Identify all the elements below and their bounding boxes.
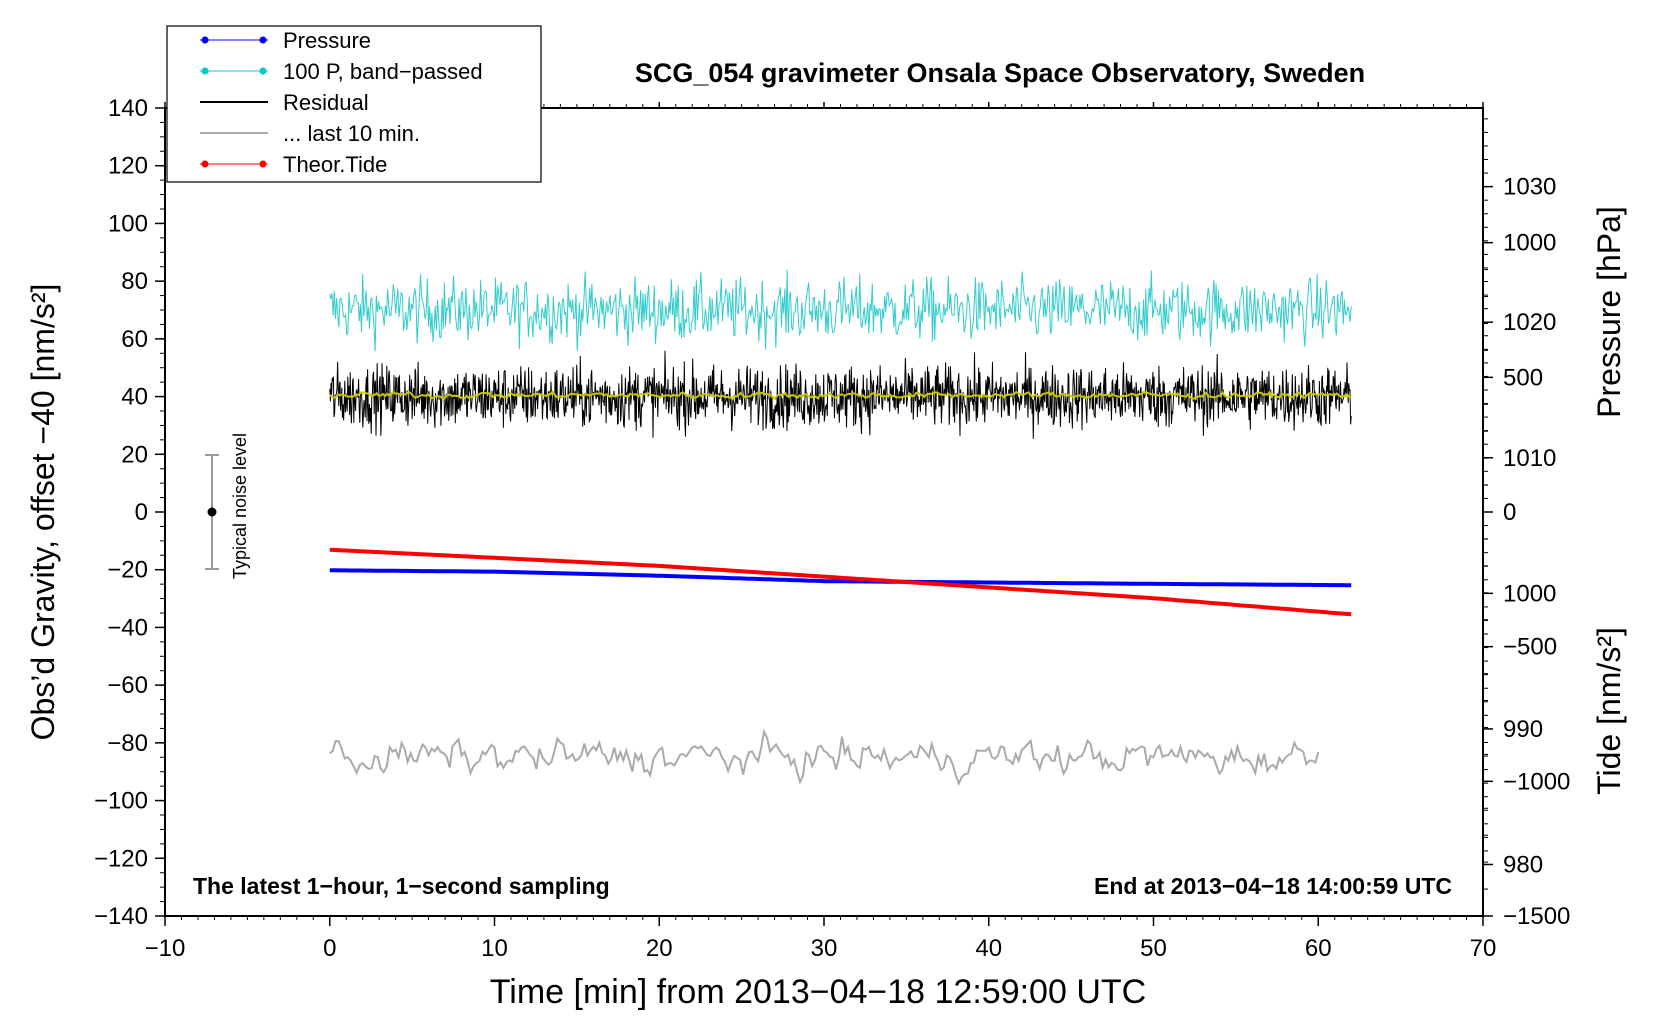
pressure-tick-label: 1030: [1503, 174, 1556, 201]
y-tick-label: 40: [121, 384, 148, 411]
series-pressure: [329, 568, 1352, 588]
tide-tick-label: −1000: [1503, 768, 1570, 795]
x-tick-label: 10: [481, 935, 508, 962]
y-tick-label: −140: [94, 903, 148, 930]
noise-level-indicator: Typical noise level: [205, 433, 250, 579]
legend-label: ... last 10 min.: [283, 121, 420, 146]
x-tick-label: 50: [1140, 935, 1167, 962]
y-tick-label: −120: [94, 845, 148, 872]
legend-marker: [201, 67, 209, 75]
legend-label: 100 P, band−passed: [283, 59, 483, 84]
series-residual-smoothed: [329, 390, 1352, 401]
pressure-tick-label: 990: [1503, 716, 1543, 743]
x-tick-label: 30: [811, 935, 838, 962]
series-bandpassed-pressure: [329, 269, 1352, 352]
legend-label: Residual: [283, 90, 369, 115]
x-tick-label: 20: [646, 935, 673, 962]
y-tick-label: −40: [107, 614, 148, 641]
legend: Pressure 100 P, band−passed Residual ... la…: [166, 25, 542, 183]
y-tick-label: −20: [107, 557, 148, 584]
legend-marker: [259, 67, 267, 75]
series-last-10-min: [329, 728, 1320, 786]
tide-tick-label: −1500: [1503, 903, 1570, 930]
y-tick-label: 80: [121, 268, 148, 295]
y-tick-label: 0: [135, 499, 148, 526]
legend-marker: [201, 160, 209, 168]
y-tick-label: 60: [121, 326, 148, 353]
pressure-tick-label: 1010: [1503, 445, 1556, 472]
y-tick-label: −100: [94, 788, 148, 815]
pressure-axis-ticks: 980 990 1000 1010 1020 1030: [1483, 118, 1556, 878]
x-tick-label: 60: [1305, 935, 1332, 962]
x-axis-ticks: −10 0 10 20 30 40 50 60 70: [145, 102, 1497, 962]
tide-tick-label: 1000: [1503, 230, 1556, 257]
legend-marker: [259, 160, 267, 168]
y-axis-label-tide: Tide [nm/s²]: [1591, 627, 1627, 795]
legend-label: Pressure: [283, 28, 371, 53]
pressure-tick-label: 1020: [1503, 309, 1556, 336]
legend-marker: [259, 36, 267, 44]
tide-tick-label: 0: [1503, 499, 1516, 526]
series-residual: [329, 350, 1352, 439]
x-tick-label: 0: [323, 935, 336, 962]
y-tick-label: −60: [107, 672, 148, 699]
plot-frame: [164, 107, 1484, 917]
y-tick-label: 100: [108, 210, 148, 237]
tide-axis-ticks: 1000 500 0 −500 −1000 −1500: [1483, 230, 1570, 930]
y-tick-label: 120: [108, 153, 148, 180]
chart-title: SCG_054 gravimeter Onsala Space Observat…: [635, 58, 1365, 88]
series-layer: [329, 269, 1352, 786]
y-tick-label: −80: [107, 730, 148, 757]
y-axis-label-pressure: Pressure [hPa]: [1591, 206, 1627, 418]
y-tick-label: 20: [121, 441, 148, 468]
legend-box: [166, 25, 542, 183]
pressure-tick-label: 1000: [1503, 580, 1556, 607]
noise-bar-label: Typical noise level: [230, 433, 250, 579]
y-axis-ticks: 140 120 100 80 60 40 20 0 −20 −40 −60 −80 −100 −120 −1…: [94, 95, 165, 930]
pressure-tick-label: 980: [1503, 851, 1543, 878]
legend-label: Theor.Tide: [283, 152, 387, 177]
tide-tick-label: 500: [1503, 364, 1543, 391]
legend-marker: [201, 36, 209, 44]
annotation-right: End at 2013−04−18 14:00:59 UTC: [1094, 873, 1452, 899]
y-tick-label: 140: [108, 95, 148, 122]
series-theoretical-tide: [329, 547, 1352, 617]
x-tick-label: −10: [145, 935, 186, 962]
noise-bar-center-dot: [207, 507, 217, 517]
tide-tick-label: −500: [1503, 634, 1557, 661]
x-tick-label: 40: [975, 935, 1002, 962]
y-axis-label-left: Obs’d Gravity, offset −40 [nm/s²]: [25, 284, 61, 741]
x-axis-label: Time [min] from 2013−04−18 12:59:00 UTC: [490, 973, 1146, 1011]
x-tick-label: 70: [1470, 935, 1497, 962]
annotation-left: The latest 1−hour, 1−second sampling: [193, 873, 610, 899]
